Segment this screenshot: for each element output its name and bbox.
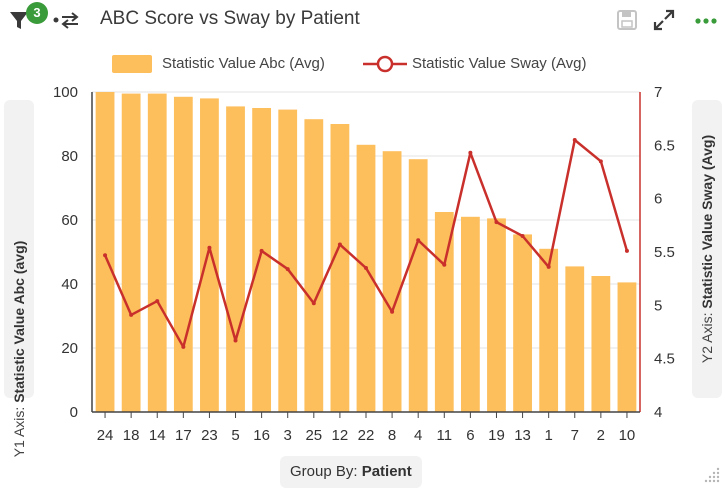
sway-point — [520, 234, 525, 238]
y1-axis-selector[interactable]: Y1 Axis: Statistic Value Abc (avg) — [4, 100, 34, 457]
sway-point — [364, 266, 368, 270]
y2-tick-label: 5.5 — [654, 244, 675, 261]
sway-point — [259, 248, 264, 253]
sway-point — [285, 267, 290, 272]
sway-point — [416, 238, 421, 243]
flow-icon[interactable] — [52, 10, 82, 30]
x-tick-label: 25 — [305, 427, 322, 444]
y2-tick-label: 5 — [654, 297, 662, 314]
bar — [382, 151, 402, 412]
y1-tick-label: 80 — [61, 148, 78, 165]
y1-tick-label: 0 — [70, 404, 78, 421]
sway-point — [390, 309, 395, 314]
sway-point — [207, 245, 212, 250]
bar — [513, 234, 532, 412]
y2-tick-label: 7 — [654, 84, 662, 101]
bar — [617, 282, 637, 412]
expand-icon[interactable] — [652, 8, 676, 32]
sway-point — [233, 338, 238, 343]
save-icon[interactable] — [615, 8, 639, 32]
group-by-prefix: Group By: — [290, 463, 358, 480]
group-by-name: Patient — [361, 463, 412, 480]
y2-tick-label: 6 — [654, 191, 662, 208]
x-tick-label: 18 — [123, 427, 140, 444]
legend-bar-swatch — [112, 55, 152, 73]
x-tick-label: 19 — [488, 427, 505, 444]
sway-point — [181, 344, 186, 349]
x-tick-label: 13 — [514, 427, 531, 444]
x-tick-label: 4 — [414, 427, 422, 444]
bar — [356, 144, 376, 413]
x-tick-label: 10 — [619, 427, 636, 444]
x-tick-label: 6 — [466, 427, 474, 444]
sway-point — [103, 253, 108, 258]
chart-title: ABC Score vs Sway by Patient — [100, 8, 360, 29]
y2-tick-label: 6.5 — [654, 137, 675, 154]
sway-point — [598, 159, 603, 164]
bar — [408, 159, 428, 412]
sway-point — [442, 262, 447, 267]
x-tick-label: 22 — [358, 427, 375, 444]
bar — [226, 106, 245, 413]
bar — [252, 108, 272, 412]
x-tick-label: 3 — [284, 427, 292, 444]
bar — [278, 109, 298, 412]
legend-bar-label: Statistic Value Abc (Avg) — [162, 55, 325, 72]
bar — [591, 276, 611, 412]
sway-point — [155, 299, 160, 304]
bar — [304, 119, 324, 412]
x-tick-label: 1 — [544, 427, 552, 444]
x-tick-label: 17 — [175, 427, 192, 444]
y1-tick-label: 60 — [61, 212, 78, 229]
legend-line-swatch — [363, 55, 407, 73]
sway-point — [311, 301, 316, 306]
x-tick-label: 24 — [97, 427, 114, 444]
bar — [330, 124, 350, 412]
x-tick-label: 7 — [571, 427, 579, 444]
x-tick-label: 12 — [332, 427, 349, 444]
sway-point — [572, 138, 577, 142]
bar — [121, 93, 141, 412]
bar — [200, 98, 219, 413]
x-tick-label: 16 — [253, 427, 270, 444]
bar — [565, 266, 585, 412]
filter-count-badge[interactable]: 3 — [26, 2, 48, 24]
bar — [539, 248, 559, 412]
y2-axis-selector[interactable]: Y2 Axis: Statistic Value Sway (Avg) — [692, 100, 722, 398]
x-tick-label: 5 — [231, 427, 239, 444]
bar — [147, 93, 167, 412]
y1-tick-label: 20 — [61, 340, 78, 357]
x-tick-label: 8 — [388, 427, 396, 444]
x-tick-label: 14 — [149, 427, 166, 444]
bar — [487, 218, 506, 412]
legend-line-label: Statistic Value Sway (Avg) — [412, 55, 587, 72]
sway-point — [494, 220, 499, 225]
y1-tick-label: 100 — [53, 84, 78, 101]
filter-icon[interactable] — [8, 8, 30, 32]
more-icon[interactable] — [693, 8, 719, 32]
sway-point — [129, 312, 134, 317]
x-tick-label: 23 — [201, 427, 218, 444]
y2-tick-label: 4.5 — [654, 351, 675, 368]
sway-point — [546, 264, 551, 269]
group-by-selector[interactable]: Group By: Patient — [280, 456, 422, 488]
y1-tick-label: 40 — [61, 276, 78, 293]
bar — [95, 92, 115, 412]
y2-tick-label: 4 — [654, 404, 662, 421]
sway-point — [468, 150, 473, 155]
sway-point — [337, 242, 342, 247]
sway-point — [624, 248, 629, 253]
bar — [460, 216, 480, 412]
x-tick-label: 2 — [597, 427, 605, 444]
bar — [173, 96, 193, 413]
resize-handle-icon[interactable] — [703, 466, 721, 484]
x-tick-label: 11 — [436, 427, 452, 444]
chart-header: 3 ABC Score vs Sway by Patient — [0, 0, 725, 40]
